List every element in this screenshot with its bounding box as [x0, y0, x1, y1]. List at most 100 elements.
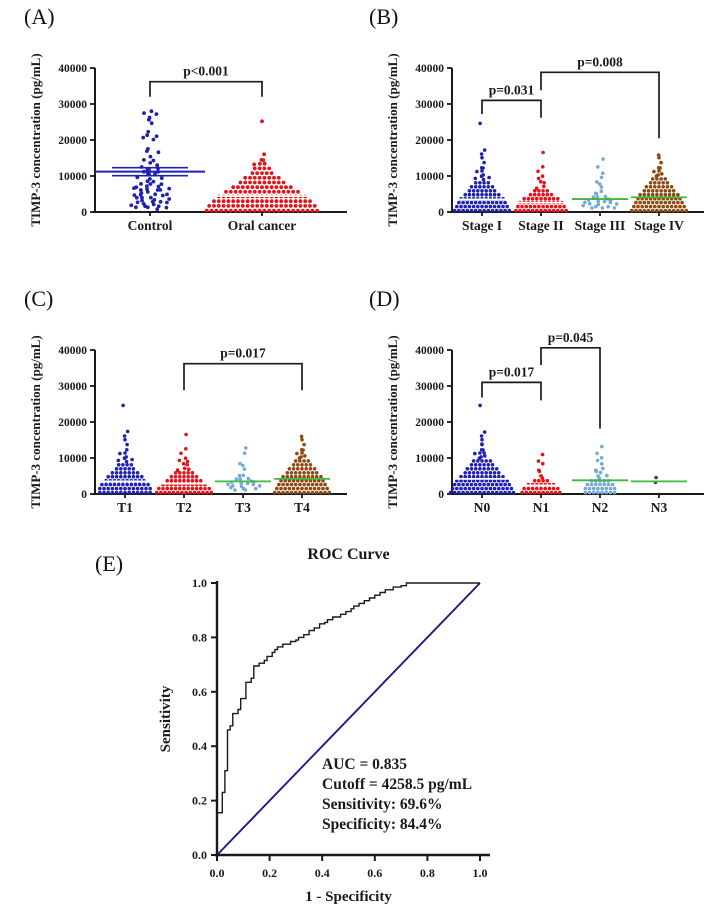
category-label-t2: T2 — [176, 500, 192, 515]
x-tick-label: 0.4 — [315, 866, 330, 880]
y-tick-label: 20000 — [415, 135, 444, 147]
significance-bracket: p=0.017 — [481, 364, 542, 401]
y-tick-label: 20000 — [58, 417, 87, 429]
y-tick-label: 0 — [438, 489, 444, 501]
y-tick-label: 30000 — [58, 381, 87, 393]
x-axis-title: 1 - Specificity — [305, 889, 392, 905]
y-tick-label: 30000 — [415, 381, 444, 393]
significance-bracket: p<0.001 — [149, 64, 263, 97]
category-label-n3: N3 — [651, 500, 668, 515]
roc-annotation-line: Sensitivity: 69.6% — [322, 796, 443, 813]
group-n3-dots — [653, 475, 658, 485]
axes: 0 10000 20000 30000 40000 TIMP-3 concentratio… — [28, 335, 347, 515]
group-stage-iii-dots — [581, 157, 619, 210]
x-tick-label: 1.0 — [473, 866, 488, 880]
y-tick-label: 10000 — [415, 171, 444, 183]
p-value-label: p=0.017 — [220, 346, 266, 361]
bracket-path — [540, 346, 601, 429]
bracket-path — [183, 362, 303, 391]
bracket-path — [540, 71, 660, 139]
p-value-label: p=0.008 — [577, 54, 623, 69]
group-t1-dots — [98, 403, 152, 495]
group-stage-iv-dots — [629, 153, 689, 213]
y-tick-label: 0 — [81, 489, 87, 501]
significance-bracket: p=0.031 — [481, 82, 542, 118]
roc-annotation-line: Specificity: 84.4% — [322, 816, 443, 833]
group-control-mean — [95, 166, 205, 177]
panel-a-label: (A) — [24, 4, 55, 29]
significance-bracket: p=0.008 — [540, 54, 660, 139]
panel-c-label: (C) — [24, 286, 54, 311]
bracket-path — [481, 381, 542, 401]
group-t2-dots — [154, 432, 214, 495]
category-label-t4: T4 — [294, 500, 310, 515]
panel-e-label: (E) — [95, 551, 124, 576]
roc-annotations: AUC = 0.835 Cutoff = 4258.5 pg/mL Sensitiv… — [322, 756, 472, 833]
reference-diagonal-line — [216, 582, 481, 856]
panel-d-plot: 0 10000 20000 30000 40000 TIMP-3 concentratio… — [385, 330, 704, 515]
y-tick-label: 10000 — [415, 453, 444, 465]
panel-b-plot: 0 10000 20000 30000 40000 TIMP-3 concentratio… — [385, 53, 704, 233]
category-label-n1: N1 — [533, 500, 550, 515]
p-value-label: p<0.001 — [183, 64, 229, 79]
panel-a-plot: 0 10000 20000 30000 40000 TIMP-3 concentratio… — [28, 53, 347, 233]
p-value-label: p=0.031 — [489, 82, 535, 97]
y-tick-label: 0.0 — [192, 848, 207, 862]
panel-c: (C) 0 10000 20000 30000 40000 TIMP-3 concentr… — [0, 282, 357, 552]
group-stage-ii-dots — [514, 150, 568, 213]
bracket-path — [149, 80, 263, 97]
category-label-stage-iii: Stage III — [575, 218, 626, 233]
y-tick-label: 1.0 — [192, 576, 207, 590]
bracket-path — [481, 99, 542, 118]
category-label-n2: N2 — [592, 500, 609, 515]
panel-b-label: (B) — [369, 4, 399, 29]
x-tick-label: 0.0 — [210, 866, 225, 880]
y-tick-label: 0 — [438, 207, 444, 219]
panel-e: (E) ROC Curve 0.0 0.2 0.4 0.6 0.8 1.0 0.0 0.2 0.4… — [70, 541, 540, 914]
y-tick-label: 0 — [81, 207, 87, 219]
panel-d-label: (D) — [369, 286, 400, 311]
x-tick-label: 0.8 — [420, 866, 435, 880]
category-label-stage-i: Stage I — [462, 218, 502, 233]
roc-annotation-line: AUC = 0.835 — [322, 756, 407, 773]
p-value-label: p=0.045 — [548, 330, 594, 345]
category-label-t1: T1 — [117, 500, 133, 515]
y-tick-label: 0.2 — [192, 794, 207, 808]
y-tick-label: 10000 — [58, 453, 87, 465]
group-t4-dots — [272, 434, 332, 495]
category-label-stage-iv: Stage IV — [634, 218, 684, 233]
y-tick-label: 40000 — [415, 63, 444, 75]
y-tick-label: 30000 — [415, 99, 444, 111]
y-tick-label: 30000 — [58, 99, 87, 111]
x-tick-label: 0.2 — [262, 866, 277, 880]
y-tick-label: 40000 — [415, 345, 444, 357]
category-label-control: Control — [128, 218, 173, 233]
p-value-label: p=0.017 — [489, 364, 535, 379]
y-axis-title: TIMP-3 concentration (pg/mL) — [385, 53, 400, 226]
panel-c-plot: 0 10000 20000 30000 40000 TIMP-3 concentratio… — [28, 335, 347, 515]
axes: 0 10000 20000 30000 40000 TIMP-3 concentratio… — [28, 53, 347, 233]
y-tick-label: 20000 — [415, 417, 444, 429]
significance-bracket: p=0.017 — [183, 346, 303, 391]
y-tick-label: 10000 — [58, 171, 87, 183]
y-axis-title: TIMP-3 concentration (pg/mL) — [28, 53, 43, 226]
panel-b: (B) 0 10000 20000 30000 40000 TIMP-3 concentr… — [357, 0, 715, 281]
y-tick-label: 0.4 — [192, 739, 207, 753]
category-label-t3: T3 — [235, 500, 251, 515]
x-tick-label: 0.6 — [367, 866, 382, 880]
y-axis-title: Sensitivity — [158, 685, 174, 752]
significance-bracket: p=0.045 — [540, 330, 601, 429]
category-label-oral-cancer: Oral cancer — [228, 218, 297, 233]
y-tick-label: 40000 — [58, 63, 87, 75]
category-label-n0: N0 — [474, 500, 491, 515]
group-n2-dots — [583, 444, 617, 495]
panel-d: (D) 0 10000 20000 30000 40000 TIMP-3 concentr… — [357, 282, 715, 552]
axes: 0 10000 20000 30000 40000 TIMP-3 concentratio… — [385, 335, 704, 515]
group-oral-cancer-dots — [204, 119, 320, 213]
roc-title: ROC Curve — [307, 546, 389, 563]
y-tick-label: 0.6 — [192, 685, 207, 699]
group-n0-dots — [448, 403, 516, 495]
group-t3-dots — [226, 446, 262, 492]
